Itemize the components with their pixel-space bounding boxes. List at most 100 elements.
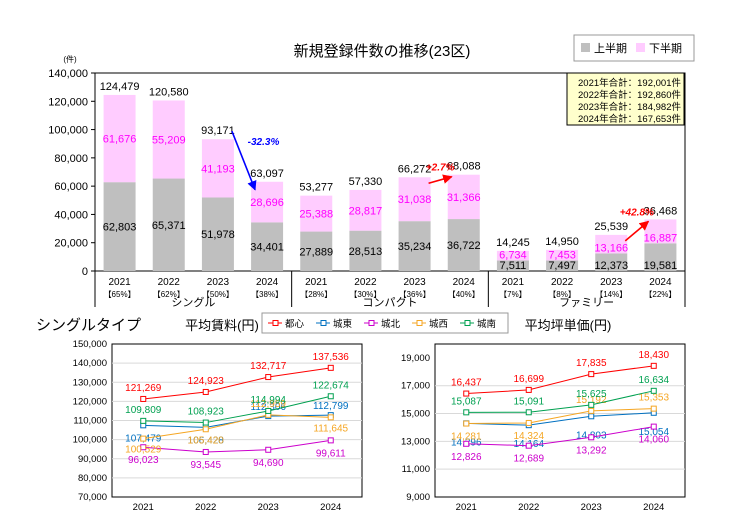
series-point xyxy=(265,407,272,414)
x-tick-label: 2024 xyxy=(643,502,664,513)
series-point xyxy=(327,364,334,371)
bar-second-value-label: 31,366 xyxy=(447,192,481,204)
series-point xyxy=(327,393,334,400)
bar-total-label: 68,088 xyxy=(447,161,481,173)
y-unit-label: (件) xyxy=(63,54,77,64)
bar-first-half xyxy=(103,182,136,271)
bar-first-half xyxy=(349,230,382,271)
data-label: 14,324 xyxy=(513,431,544,442)
change-annotation: +2.7% xyxy=(426,163,455,174)
data-label: 13,292 xyxy=(576,445,607,456)
data-label: 16,634 xyxy=(638,375,669,386)
line-legend-label: 城南 xyxy=(477,318,496,330)
series-point xyxy=(327,437,334,444)
series-point xyxy=(588,413,595,420)
data-label: 14,060 xyxy=(638,435,669,446)
line-chart-title-rent: 平均賃料(円) xyxy=(185,318,259,333)
data-label: 15,625 xyxy=(576,389,607,400)
series-point xyxy=(650,405,657,412)
bar-first-value-label: 7,497 xyxy=(548,260,576,272)
x-year-label: 2022 xyxy=(354,277,377,288)
y-tick-label: 70,000 xyxy=(78,492,107,503)
change-arrow xyxy=(428,174,453,185)
x-share-label: 【38%】 xyxy=(251,290,283,299)
line-legend-marker xyxy=(368,320,375,326)
x-year-label: 2024 xyxy=(256,277,279,288)
data-label: 15,087 xyxy=(451,396,482,407)
bar-first-value-label: 51,978 xyxy=(201,229,235,241)
series-point xyxy=(588,407,595,414)
change-arrow xyxy=(231,130,257,191)
series-line xyxy=(466,365,654,395)
line-legend-box xyxy=(261,312,509,334)
bar-first-value-label: 28,513 xyxy=(349,246,383,258)
x-share-label: 【28%】 xyxy=(300,290,332,299)
x-share-label: 【65%】 xyxy=(104,290,136,299)
series-point xyxy=(265,446,272,453)
data-label: 96,023 xyxy=(128,455,159,466)
series-point xyxy=(650,387,657,394)
x-tick-label: 2023 xyxy=(258,502,279,513)
data-label: 16,699 xyxy=(513,374,544,385)
x-year-label: 2021 xyxy=(502,277,525,288)
group-label: ファミリー xyxy=(559,297,614,309)
bar-second-half xyxy=(300,195,333,232)
bar-first-half xyxy=(251,222,284,271)
x-share-label: 【62%】 xyxy=(153,290,185,299)
y-tick-label: 150,000 xyxy=(73,339,107,350)
bar-first-value-label: 34,401 xyxy=(250,242,284,254)
bar-first-half xyxy=(447,219,480,271)
group-label: コンパクト xyxy=(363,296,418,309)
line-legend-label: 都心 xyxy=(285,319,305,330)
series-point xyxy=(588,434,595,441)
data-label: 99,611 xyxy=(316,448,346,459)
y-tick-label: 15,000 xyxy=(401,409,430,420)
bar-second-value-label: 31,038 xyxy=(398,194,432,206)
y-tick-label: 100,000 xyxy=(48,125,88,137)
data-label: 93,545 xyxy=(190,460,221,471)
data-label: 124,923 xyxy=(188,376,225,387)
series-point xyxy=(525,419,532,426)
series-point xyxy=(525,442,532,449)
series-point xyxy=(202,419,209,426)
bar-first-half xyxy=(152,178,185,271)
y-tick-label: 13,000 xyxy=(401,436,430,447)
series-point xyxy=(140,417,147,424)
series-point xyxy=(202,448,209,455)
y-tick-label: 130,000 xyxy=(73,377,107,388)
totals-line: 2023年合計：184,982件 xyxy=(578,101,681,113)
y-tick-label: 11,000 xyxy=(402,464,430,475)
y-tick-label: 100,000 xyxy=(73,435,107,446)
series-point xyxy=(265,374,272,381)
x-share-label: 【7%】 xyxy=(499,290,527,299)
bar-second-value-label: 25,388 xyxy=(299,209,333,221)
series-line xyxy=(143,367,331,400)
y-tick-label: 17,000 xyxy=(401,381,430,392)
series-point xyxy=(650,423,657,430)
x-year-label: 2022 xyxy=(551,277,574,288)
bar-second-half xyxy=(103,94,136,183)
bar-first-half xyxy=(595,253,628,271)
data-label: 132,717 xyxy=(250,361,287,372)
bar-first-value-label: 7,511 xyxy=(500,260,527,272)
line-legend-marker xyxy=(416,320,423,326)
series-point xyxy=(525,409,532,416)
series-point xyxy=(463,409,470,416)
bar-second-value-label: 61,676 xyxy=(103,134,137,146)
data-label: 12,826 xyxy=(451,452,482,463)
bar-first-value-label: 65,371 xyxy=(152,220,186,232)
bar-second-value-label: 13,166 xyxy=(594,243,628,255)
bar-second-half xyxy=(152,100,185,179)
bar-total-label: 66,272 xyxy=(398,163,432,175)
bar-second-half xyxy=(447,174,480,220)
bar-second-half xyxy=(349,189,382,231)
bar-total-label: 25,539 xyxy=(594,221,628,233)
x-share-label: 【50%】 xyxy=(202,290,234,299)
x-tick-label: 2023 xyxy=(581,502,602,513)
y-tick-label: 140,000 xyxy=(73,358,107,369)
bar-total-label: 63,097 xyxy=(250,168,284,180)
data-label: 15,353 xyxy=(638,393,669,404)
x-tick-label: 2021 xyxy=(133,502,154,513)
y-tick-label: 120,000 xyxy=(48,96,88,108)
group-label: シングル xyxy=(171,295,215,309)
